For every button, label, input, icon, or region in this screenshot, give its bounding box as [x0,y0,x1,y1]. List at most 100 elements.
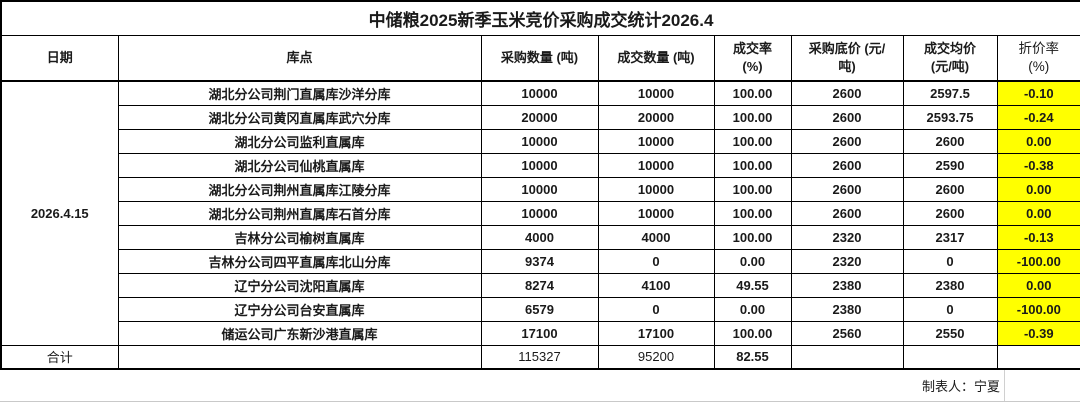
avg-price-cell: 2597.5 [902,80,998,106]
warehouse-name: 辽宁分公司台安直属库 [117,296,482,322]
discount-rate-cell: -0.38 [996,152,1080,178]
table-row: 辽宁分公司台安直属库 6579 0 0.00 2380 0 -100.00 [1,296,1080,322]
deal-qty-cell: 20000 [597,104,715,130]
table-row: 吉林分公司四平直属库北山分库 9374 0 0.00 2320 0 -100.00 [1,248,1080,274]
deal-rate-cell: 0.00 [713,296,792,322]
purchase-qty-cell: 9374 [480,248,599,274]
date-cell: 2026.4.15 [0,80,119,346]
col-header-date: 日期 [0,34,119,82]
floor-price-cell: 2600 [790,128,904,154]
table-row: 湖北分公司仙桃直属库 10000 10000 100.00 2600 2590 -0.38 [1,152,1080,178]
purchase-qty-cell: 10000 [480,80,599,106]
table-row: 吉林分公司榆树直属库 4000 4000 100.00 2320 2317 -0.13 [1,224,1080,250]
deal-qty-cell: 0 [597,296,715,322]
avg-price-cell: 2550 [902,320,998,346]
purchase-qty-cell: 10000 [480,128,599,154]
warehouse-name: 吉林分公司榆树直属库 [117,224,482,250]
warehouse-name: 湖北分公司监利直属库 [117,128,482,154]
procurement-table: 中储粮2025新季玉米竞价采购成交统计2026.4 日期 库点 采购数量 (吨)… [0,0,1080,370]
avg-price-cell: 2590 [902,152,998,178]
table-row: 湖北分公司黄冈直属库武穴分库 20000 20000 100.00 2600 2593.7… [1,104,1080,130]
deal-rate-cell: 49.55 [713,272,792,298]
total-purchase-qty: 115327 [480,344,599,370]
discount-rate-cell: 0.00 [996,272,1080,298]
discount-rate-cell: 0.00 [996,128,1080,154]
total-floor-price-empty [790,344,904,370]
table-row: 湖北分公司荆州直属库石首分库 10000 10000 100.00 2600 2600 0.… [1,200,1080,226]
floor-price-cell: 2560 [790,320,904,346]
avg-price-cell: 2380 [902,272,998,298]
floor-price-cell: 2600 [790,176,904,202]
table-row: 湖北分公司监利直属库 10000 10000 100.00 2600 2600 0.00 [1,128,1080,154]
floor-price-cell: 2600 [790,152,904,178]
floor-price-cell: 2600 [790,104,904,130]
col-header-purchase-qty: 采购数量 (吨) [480,34,599,82]
discount-rate-cell: -0.10 [996,80,1080,106]
deal-rate-cell: 100.00 [713,176,792,202]
purchase-qty-cell: 6579 [480,296,599,322]
page-title: 中储粮2025新季玉米竞价采购成交统计2026.4 [0,0,1080,36]
total-discount-rate-empty [996,344,1080,370]
total-label: 合计 [0,344,119,370]
title-row: 中储粮2025新季玉米竞价采购成交统计2026.4 [0,0,1080,36]
warehouse-name: 辽宁分公司沈阳直属库 [117,272,482,298]
deal-qty-cell: 10000 [597,176,715,202]
col-header-avg-price: 成交均价 (元/吨) [902,34,998,82]
warehouse-name: 湖北分公司仙桃直属库 [117,152,482,178]
total-deal-rate: 82.55 [713,344,792,370]
total-warehouse-empty [117,344,482,370]
warehouse-name: 湖北分公司荆州直属库石首分库 [117,200,482,226]
avg-price-cell: 2600 [902,200,998,226]
deal-rate-cell: 100.00 [713,152,792,178]
warehouse-name: 吉林分公司四平直属库北山分库 [117,248,482,274]
deal-qty-cell: 0 [597,248,715,274]
deal-rate-cell: 100.00 [713,128,792,154]
floor-price-cell: 2320 [790,248,904,274]
col-header-discount-rate: 折价率 (%) [996,34,1080,82]
table-row: 湖北分公司荆州直属库江陵分库 10000 10000 100.00 2600 2600 0.… [1,176,1080,202]
deal-rate-cell: 100.00 [713,224,792,250]
discount-rate-cell: -0.13 [996,224,1080,250]
purchase-qty-cell: 10000 [480,200,599,226]
purchase-qty-cell: 8274 [480,272,599,298]
warehouse-name: 储运公司广东新沙港直属库 [117,320,482,346]
avg-price-cell: 2600 [902,128,998,154]
deal-qty-cell: 10000 [597,128,715,154]
avg-price-cell: 2593.75 [902,104,998,130]
table-row: 2026.4.15 湖北分公司荆门直属库沙洋分库 10000 10000 100.00 2… [0,80,1080,346]
deal-rate-cell: 100.00 [713,104,792,130]
floor-price-cell: 2320 [790,224,904,250]
discount-rate-cell: -0.24 [996,104,1080,130]
total-avg-price-empty [902,344,998,370]
table-row: 辽宁分公司沈阳直属库 8274 4100 49.55 2380 2380 0.00 [1,272,1080,298]
deal-qty-cell: 10000 [597,80,715,106]
purchase-qty-cell: 17100 [480,320,599,346]
deal-rate-cell: 100.00 [713,80,792,106]
purchase-qty-cell: 10000 [480,152,599,178]
discount-rate-cell: 0.00 [996,176,1080,202]
deal-qty-cell: 4000 [597,224,715,250]
floor-price-cell: 2380 [790,296,904,322]
avg-price-cell: 2317 [902,224,998,250]
table-row: 储运公司广东新沙港直属库 17100 17100 100.00 2560 2550 -0.3… [1,320,1080,346]
col-header-warehouse: 库点 [117,34,482,82]
avg-price-cell: 0 [902,296,998,322]
discount-rate-cell: -100.00 [996,248,1080,274]
floor-price-cell: 2600 [790,80,904,106]
footer-bar: 制表人：宁夏 [0,370,1080,402]
column-header-row: 日期 库点 采购数量 (吨) 成交数量 (吨) 成交率 (%) 采购底价 (元/… [0,34,1080,82]
deal-qty-cell: 10000 [597,200,715,226]
deal-qty-cell: 4100 [597,272,715,298]
total-deal-qty: 95200 [597,344,715,370]
warehouse-name: 湖北分公司黄冈直属库武穴分库 [117,104,482,130]
discount-rate-cell: -100.00 [996,296,1080,322]
discount-rate-cell: -0.39 [996,320,1080,346]
total-row: 合计 115327 95200 82.55 [0,344,1080,370]
deal-rate-cell: 100.00 [713,200,792,226]
warehouse-name: 湖北分公司荆门直属库沙洋分库 [117,80,482,106]
creator-label: 制表人：宁夏 [921,379,1000,394]
col-header-floor-price: 采购底价 (元/ 吨) [790,34,904,82]
avg-price-cell: 2600 [902,176,998,202]
footer-gridline [1004,370,1005,401]
